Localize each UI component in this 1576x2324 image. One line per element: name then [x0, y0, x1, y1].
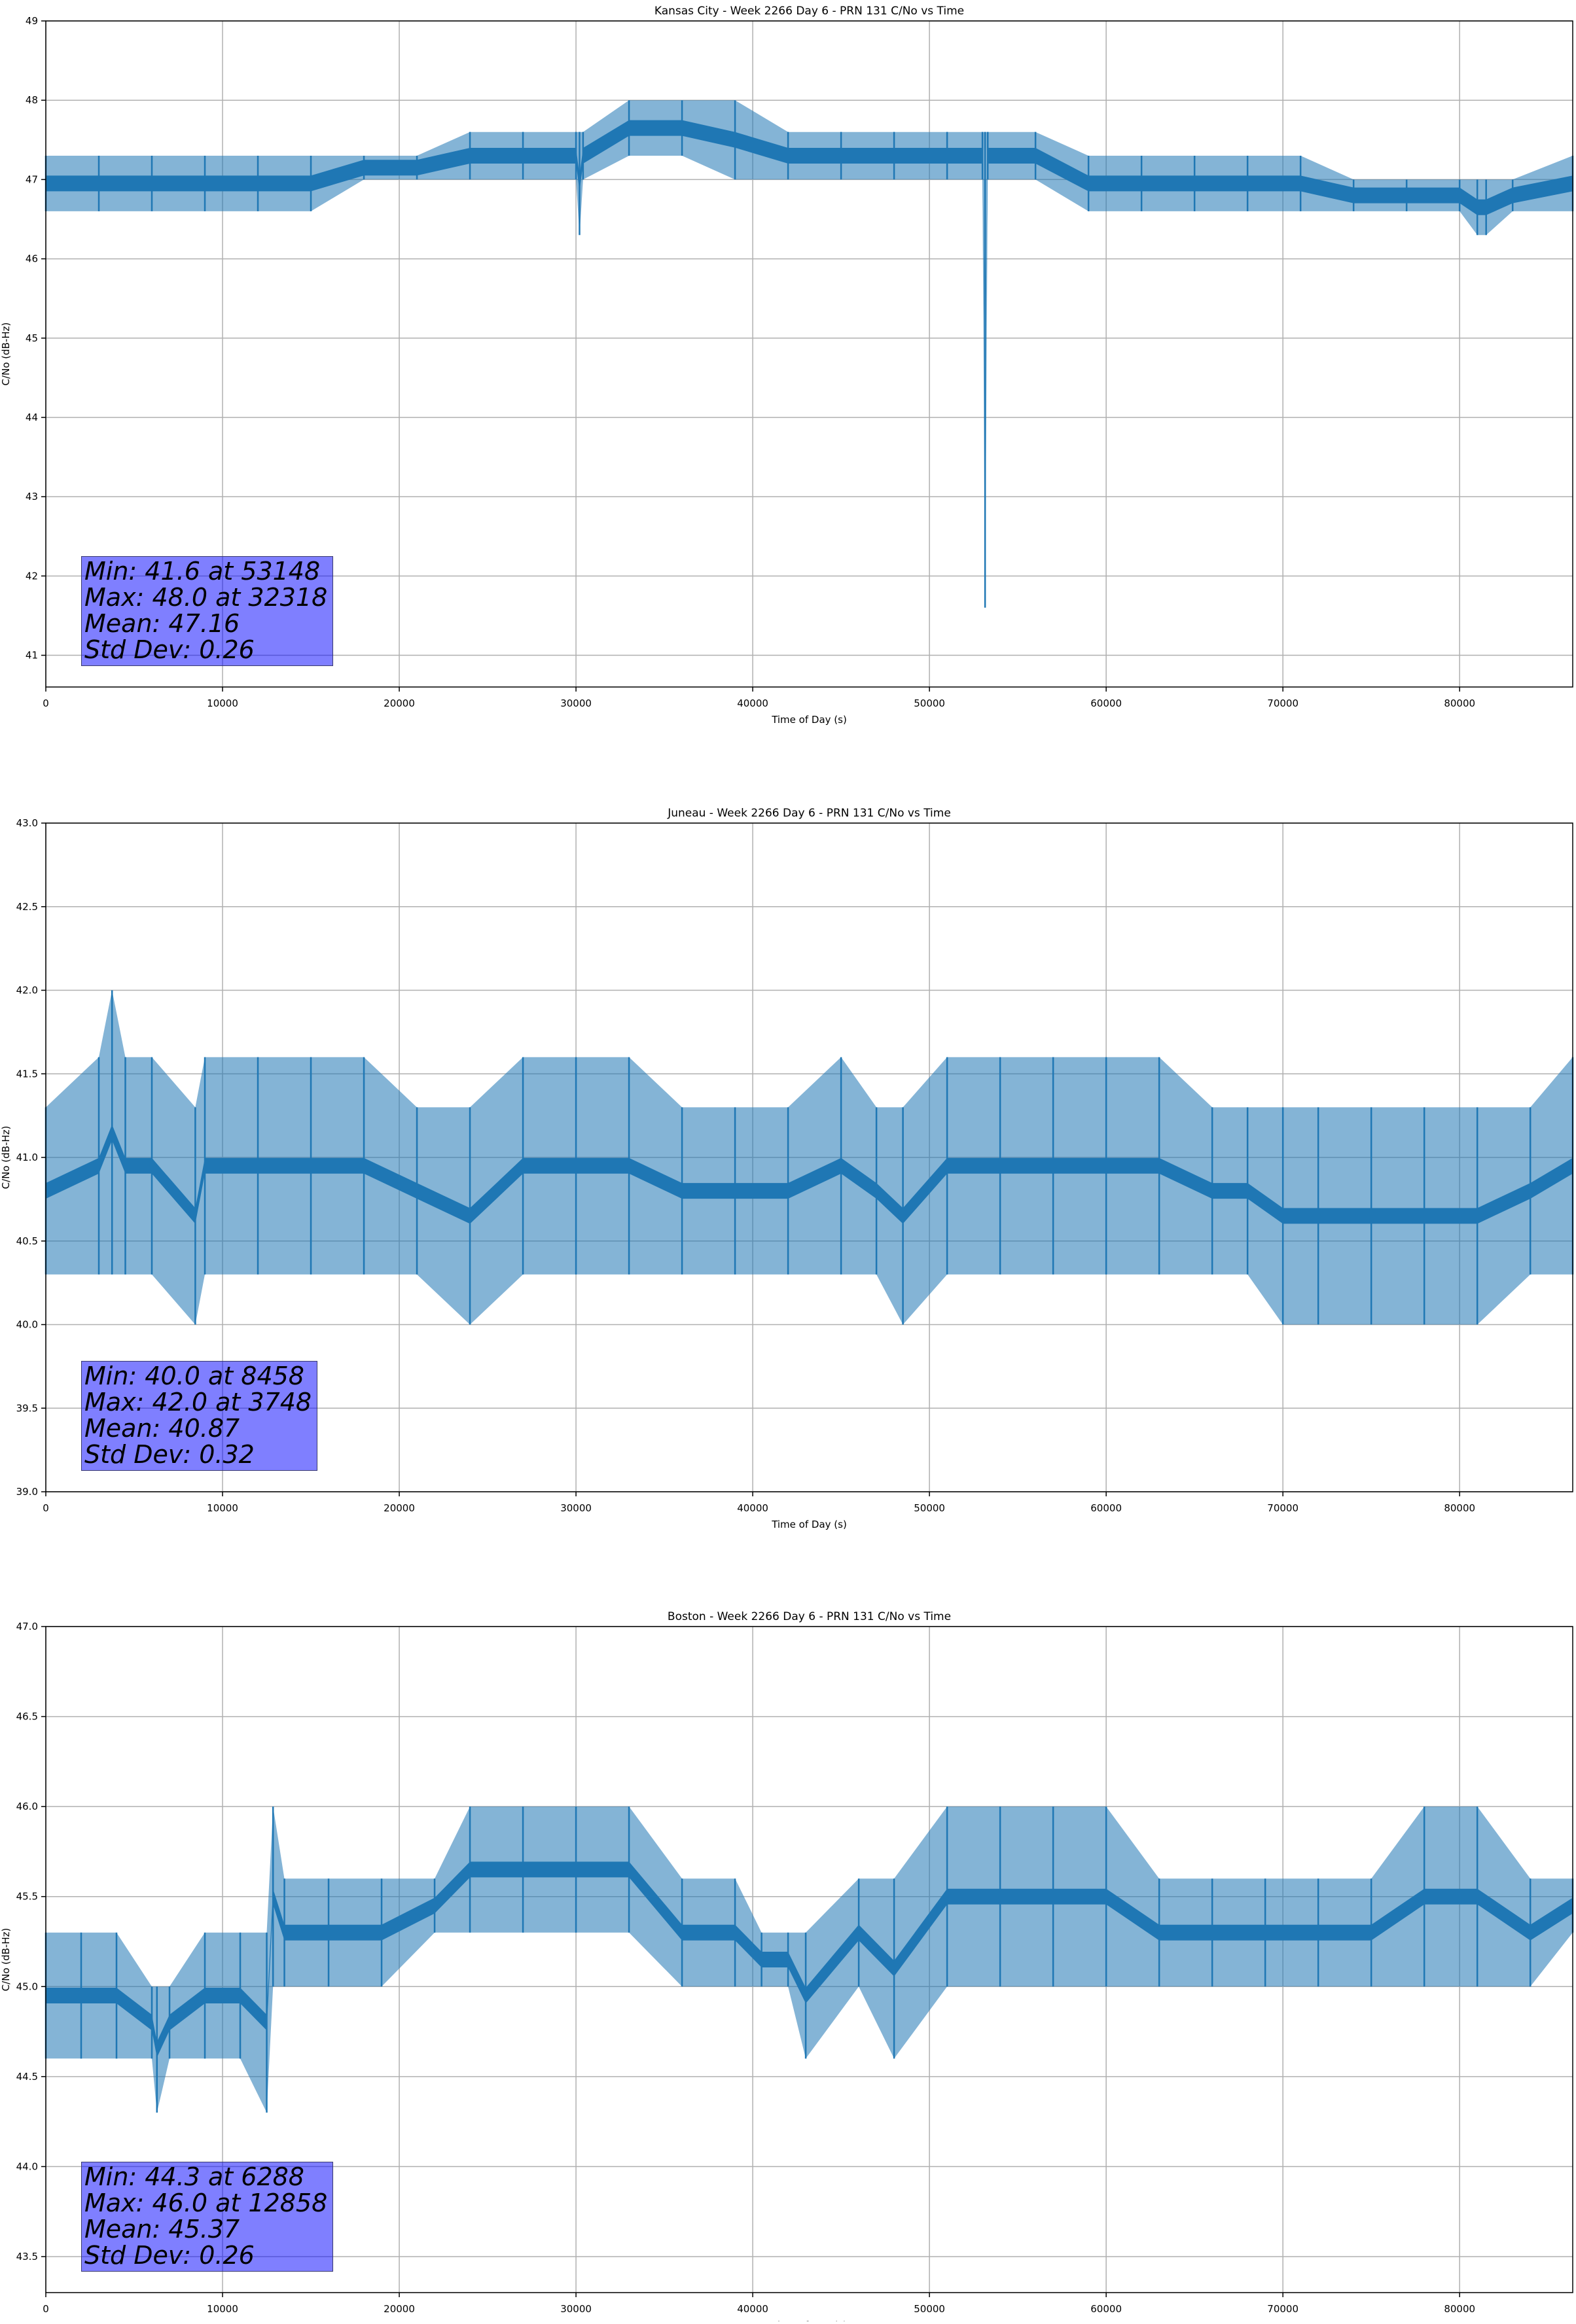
- x-tick-label: 70000: [1267, 697, 1298, 709]
- y-tick-label: 41.5: [16, 1068, 38, 1080]
- y-axis-label: C/No (dB-Hz): [0, 1928, 12, 1992]
- series-envelope: [46, 990, 1573, 1325]
- y-tick-label: 40.0: [16, 1319, 38, 1331]
- x-tick-label: 20000: [384, 2303, 415, 2315]
- stats-mean: Mean: 45.37: [84, 2215, 240, 2244]
- y-tick-label: 46: [26, 253, 38, 265]
- x-tick-label: 0: [43, 2303, 49, 2315]
- stats-std: Std Dev: 0.26: [84, 635, 255, 664]
- series-1: [45, 100, 1574, 608]
- y-tick-label: 39.5: [16, 1402, 38, 1414]
- y-tick-label: 40.5: [16, 1235, 38, 1247]
- stats-mean: Mean: 47.16: [84, 609, 240, 638]
- plot-frame: [45, 1626, 1573, 2293]
- y-tick-label: 43: [26, 491, 38, 502]
- x-tick-label: 40000: [737, 697, 768, 709]
- x-tick-label: 60000: [1090, 697, 1122, 709]
- x-tick-label: 40000: [737, 1502, 768, 1514]
- x-tick-label: 30000: [560, 697, 592, 709]
- x-tick-label: 10000: [207, 1502, 238, 1514]
- x-tick-label: 50000: [914, 1502, 945, 1514]
- y-axis-label: C/No (dB-Hz): [0, 1126, 12, 1189]
- stats-max: Max: 48.0 at 32318: [84, 583, 328, 612]
- series-envelope: [46, 1806, 1573, 2113]
- chart-title: Boston - Week 2266 Day 6 - PRN 131 C/No …: [668, 1610, 951, 1623]
- series-core: [46, 120, 1573, 378]
- y-tick-label: 45.0: [16, 1981, 38, 1992]
- stats-min: Min: 44.3 at 6288: [84, 2162, 304, 2191]
- x-tick-label: 80000: [1444, 2303, 1475, 2315]
- y-tick-label: 41: [26, 650, 38, 661]
- series-core: [46, 1861, 1573, 2058]
- stats-max: Max: 46.0 at 12858: [84, 2189, 328, 2217]
- stats-mean: Mean: 40.87: [84, 1414, 240, 1443]
- x-tick-label: 30000: [560, 2303, 592, 2315]
- stats-max: Max: 42.0 at 3748: [84, 1388, 312, 1417]
- y-tick-label: 44.5: [16, 2071, 38, 2083]
- y-tick-label: 47: [26, 173, 38, 185]
- stats-box: Min: 40.0 at 8458 Max: 42.0 at 3748 Mean: …: [81, 1361, 318, 1471]
- x-tick-label: 40000: [737, 2303, 768, 2315]
- x-tick-label: 60000: [1090, 1502, 1122, 1514]
- x-tick-label: 20000: [384, 1502, 415, 1514]
- y-tick-label: 44.0: [16, 2160, 38, 2172]
- x-axis-label: Time of Day (s): [771, 1519, 847, 1530]
- x-tick-label: 50000: [914, 697, 945, 709]
- x-tick-label: 50000: [914, 2303, 945, 2315]
- x-tick-label: 60000: [1090, 2303, 1122, 2315]
- chart-title: Juneau - Week 2266 Day 6 - PRN 131 C/No …: [667, 807, 951, 820]
- y-tick-label: 42.0: [16, 985, 38, 996]
- x-axis-label: Time of Day (s): [771, 714, 847, 726]
- y-tick-label: 46.5: [16, 1711, 38, 1723]
- x-tick-label: 0: [43, 1502, 49, 1514]
- stats-box: Min: 44.3 at 6288 Max: 46.0 at 12858 Mean:…: [81, 2162, 334, 2272]
- y-tick-label: 49: [26, 15, 38, 27]
- plot-frame: [45, 20, 1573, 688]
- y-tick-label: 41.0: [16, 1152, 38, 1163]
- chart-3: 0 10000 20000 30000 40000 50000 60000 70000 8000…: [0, 1610, 1574, 2324]
- y-tick-label: 43.0: [16, 817, 38, 829]
- y-tick-label: 39.0: [16, 1486, 38, 1498]
- y-tick-label: 46.0: [16, 1801, 38, 1812]
- y-tick-label: 42.5: [16, 901, 38, 913]
- y-tick-label: 44: [26, 412, 38, 423]
- series-1: [45, 990, 1574, 1325]
- y-tick-label: 43.5: [16, 2251, 38, 2262]
- x-tick-label: 0: [43, 697, 49, 709]
- y-tick-label: 47.0: [16, 1621, 38, 1632]
- x-tick-label: 10000: [207, 2303, 238, 2315]
- y-tick-label: 42: [26, 570, 38, 582]
- chart-title: Kansas City - Week 2266 Day 6 - PRN 131 …: [654, 5, 964, 18]
- stats-std: Std Dev: 0.26: [84, 2241, 255, 2270]
- series-1: [45, 1806, 1574, 2113]
- y-axis-label: C/No (dB-Hz): [0, 323, 12, 386]
- x-tick-label: 70000: [1267, 2303, 1298, 2315]
- y-tick-label: 48: [26, 94, 38, 106]
- y-tick-label: 45.5: [16, 1891, 38, 1903]
- stats-min: Min: 41.6 at 53148: [84, 557, 321, 586]
- x-tick-label: 20000: [384, 697, 415, 709]
- stats-std: Std Dev: 0.32: [84, 1440, 255, 1469]
- series-core: [46, 1124, 1573, 1224]
- chart-2: 0 10000 20000 30000 40000 50000 60000 70000 8000…: [0, 807, 1574, 1530]
- x-tick-label: 80000: [1444, 1502, 1475, 1514]
- x-tick-label: 30000: [560, 1502, 592, 1514]
- chart-1: 0 10000 20000 30000 40000 50000 60000 70000 8000…: [0, 5, 1574, 726]
- y-tick-label: 45: [26, 332, 38, 344]
- x-tick-label: 80000: [1444, 697, 1475, 709]
- x-tick-label: 10000: [207, 697, 238, 709]
- stats-box: Min: 41.6 at 53148 Max: 48.0 at 32318 Mean…: [81, 556, 334, 666]
- stats-min: Min: 40.0 at 8458: [84, 1362, 304, 1390]
- x-tick-label: 70000: [1267, 1502, 1298, 1514]
